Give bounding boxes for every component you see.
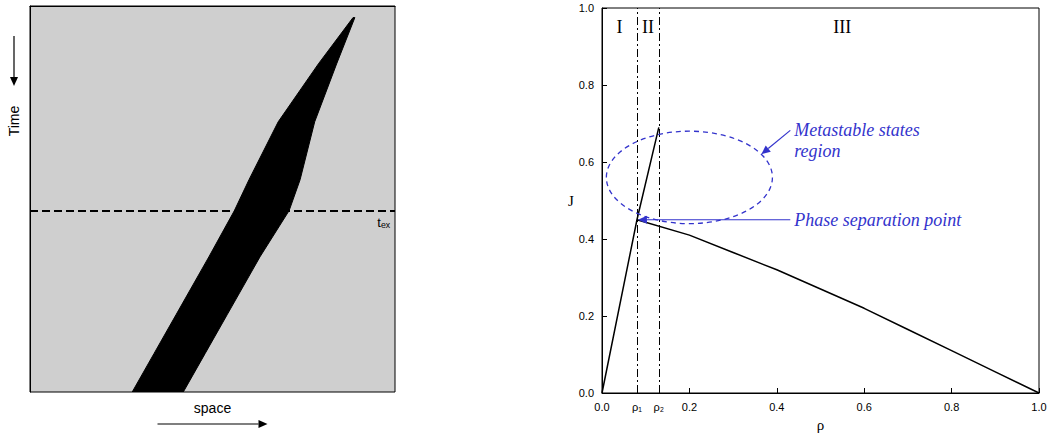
svg-text:III: III <box>833 17 851 37</box>
svg-text:ρ: ρ <box>817 417 825 433</box>
svg-text:ρ₂: ρ₂ <box>654 401 665 413</box>
svg-text:Time: Time <box>6 105 22 136</box>
svg-text:ρ₁: ρ₁ <box>632 401 642 413</box>
svg-text:region: region <box>794 141 840 161</box>
svg-text:I: I <box>616 17 622 37</box>
svg-text:0.6: 0.6 <box>857 401 872 413</box>
svg-text:0.8: 0.8 <box>944 401 959 413</box>
svg-text:0.4: 0.4 <box>769 401 784 413</box>
svg-text:0.4: 0.4 <box>579 233 594 245</box>
svg-text:space: space <box>194 400 232 416</box>
svg-text:Metastable states: Metastable states <box>793 120 924 140</box>
svg-text:0.0: 0.0 <box>579 387 594 399</box>
svg-text:Phase separation point: Phase separation point <box>793 210 962 230</box>
svg-text:1.0: 1.0 <box>579 2 594 14</box>
svg-text:1.0: 1.0 <box>1031 401 1046 413</box>
svg-text:J: J <box>568 193 574 209</box>
svg-text:0.2: 0.2 <box>579 310 594 322</box>
svg-text:0.2: 0.2 <box>682 401 697 413</box>
svg-text:0.6: 0.6 <box>579 156 594 168</box>
svg-text:tₑₓ: tₑₓ <box>377 215 390 230</box>
svg-text:0.0: 0.0 <box>594 401 609 413</box>
svg-text:II: II <box>642 17 654 37</box>
svg-text:0.8: 0.8 <box>579 79 594 91</box>
